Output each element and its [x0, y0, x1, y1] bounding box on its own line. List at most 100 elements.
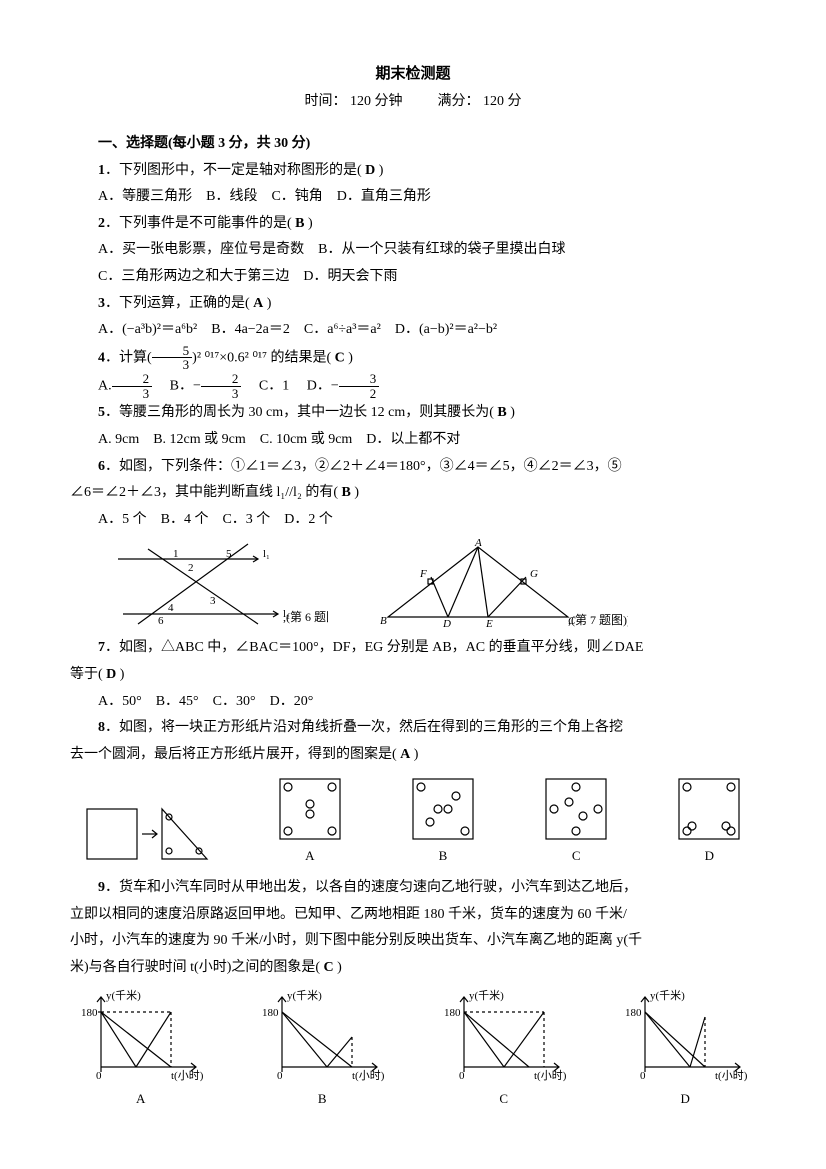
q9-ymax-d: 180 — [625, 1007, 642, 1019]
q4-optD: D．− — [307, 378, 339, 393]
q9-optD-figure: y(千米) 180 0 t(小时) D — [620, 987, 750, 1112]
q9-line2: 立即以相同的速度沿原路返回甲地。已知甲、乙两地相距 180 千米，货车的速度为 … — [70, 902, 756, 929]
question-3: 3．下列运算，正确的是( A ) — [70, 291, 756, 318]
q6-options: A．5 个 B．4 个 C．3 个 D．2 个 — [70, 507, 756, 534]
q8-answer: A — [400, 747, 410, 762]
q8-optC-label: C — [572, 844, 581, 869]
q8-line2: 去一个圆洞，最后将正方形纸片展开，得到的图案是( — [70, 747, 397, 762]
q9-y0-c: 0 — [459, 1070, 465, 1082]
question-9: 9．货车和小汽车同时从甲地出发，以各自的速度匀速向乙地行驶，小汽车到达乙地后， — [70, 875, 756, 902]
q8-optD-figure: D — [674, 774, 744, 869]
page-subtitle: 时间： 120 分钟 满分： 120 分 — [70, 89, 756, 116]
q7-num: 7 — [98, 640, 105, 655]
section-heading: 一、选择题(每小题 3 分，共 30 分) — [70, 131, 756, 158]
q8-fold-figure — [82, 799, 212, 869]
q4-fracA-num: 2 — [112, 372, 153, 387]
q6-l1-label: l₁ — [263, 548, 270, 560]
q9-figures: y(千米) 180 0 t(小时) A y(千米) 180 0 t(小时) B — [70, 987, 756, 1112]
q5-answer: B — [497, 405, 506, 420]
q1-num: 1 — [98, 163, 105, 178]
q6-svg: l₁ l₂ 1 2 3 4 5 6 ,(第 6 题图)) — [98, 539, 328, 629]
q8-optA-figure: A — [275, 774, 345, 869]
time-value: 120 分钟 — [350, 94, 403, 109]
q8-line2-wrap: 去一个圆洞，最后将正方形纸片展开，得到的图案是( A ) — [70, 742, 756, 769]
q6-num: 6 — [98, 459, 105, 474]
q8-optB-figure: B — [408, 774, 478, 869]
q9-ylabel-b: y(千米) — [287, 989, 322, 1002]
q7-E: E — [485, 618, 493, 629]
q2-options-a: A．买一张电影票，座位号是奇数 B．从一个只装有红球的袋子里摸出白球 — [70, 237, 756, 264]
q9-optA-figure: y(千米) 180 0 t(小时) A — [76, 987, 206, 1112]
q5-num: 5 — [98, 405, 105, 420]
q7-figure: A B C D E F G ,(第 7 题图)) — [368, 539, 628, 629]
q4-frac1-num: 5 — [152, 344, 193, 359]
q9-y0-a: 0 — [96, 1070, 102, 1082]
q4-mid: )² ⁰¹⁷×0.6² ⁰¹⁷ 的结果是( — [192, 350, 331, 365]
q6-fig-caption: ,(第 6 题图)) — [283, 610, 328, 624]
q6-n3: 3 — [210, 595, 216, 607]
q9-line4-wrap: 米)与各自行驶时间 t(小时)之间的图象是( C ) — [70, 955, 756, 982]
question-8: 8．如图，将一块正方形纸片沿对角线折叠一次，然后在得到的三角形的三个角上各挖 — [70, 715, 756, 742]
q4-fracB-den: 3 — [201, 387, 242, 401]
q6-n5: 5 — [226, 548, 232, 560]
q4-fracA-den: 3 — [112, 387, 153, 401]
q5-options: A. 9cm B. 12cm 或 9cm C. 10cm 或 9cm D．以上都… — [70, 427, 756, 454]
q2-options-b: C．三角形两边之和大于第三边 D．明天会下雨 — [70, 264, 756, 291]
q4-fracB: 23 — [201, 372, 242, 400]
q4-optC: C．1 — [259, 378, 289, 393]
q6-n2: 2 — [188, 562, 194, 574]
q9-tail: ) — [337, 960, 342, 975]
q1-tail: ) — [379, 163, 384, 178]
q9-line1: ．货车和小汽车同时从甲地出发，以各自的速度匀速向乙地行驶，小汽车到达乙地后， — [105, 880, 637, 895]
q7-svg: A B C D E F G ,(第 7 题图)) — [368, 539, 628, 629]
q6-n4: 4 — [168, 602, 174, 614]
q6-line1: ．如图，下列条件：①∠1＝∠3，②∠2＋∠4＝180°，③∠4＝∠5，④∠2＝∠… — [105, 459, 622, 474]
q8-num: 8 — [98, 720, 105, 735]
q9-ymax-b: 180 — [262, 1007, 279, 1019]
q1-text: ．下列图形中，不一定是轴对称图形的是( — [105, 163, 362, 178]
question-7: 7．如图，△ABC 中，∠BAC＝100°，DF，EG 分别是 AB，AC 的垂… — [70, 635, 756, 662]
q3-text: ．下列运算，正确的是( — [105, 296, 250, 311]
q2-tail: ) — [308, 216, 313, 231]
q6-tail: ) — [354, 485, 359, 500]
q6-line2: ∠6＝∠2＋∠3，其中能判断直线 l₁//l₂ 的有( B ) — [70, 480, 756, 507]
q9-xlabel-c: t(小时) — [534, 1069, 567, 1082]
q8-optB-label: B — [439, 844, 448, 869]
q4-fracD: 32 — [339, 372, 380, 400]
q9-line3: 小时，小汽车的速度为 90 千米/小时，则下图中能分别反映出货车、小汽车离乙地的… — [70, 928, 756, 955]
q4-optA: A. — [98, 378, 112, 393]
q7-G: G — [530, 568, 538, 580]
q4-tail: ) — [348, 350, 353, 365]
question-6: 6．如图，下列条件：①∠1＝∠3，②∠2＋∠4＝180°，③∠4＝∠5，④∠2＝… — [70, 454, 756, 481]
q9-ymax-c: 180 — [444, 1007, 461, 1019]
q8-figures: A B C D — [70, 774, 756, 869]
q7-A: A — [474, 539, 482, 549]
q8-optC-figure: C — [541, 774, 611, 869]
q9-optC-figure: y(千米) 180 0 t(小时) C — [439, 987, 569, 1112]
q9-xlabel-d: t(小时) — [715, 1069, 748, 1082]
full-label: 满分： — [438, 94, 480, 109]
q7-answer: D — [106, 667, 116, 682]
q4-frac1-den: 3 — [152, 358, 193, 372]
q4-fracD-den: 2 — [339, 387, 380, 401]
q9-optB-figure: y(千米) 180 0 t(小时) B — [257, 987, 387, 1112]
q7-fig-caption: ,(第 7 题图)) — [568, 613, 628, 627]
question-1: 1．下列图形中，不一定是轴对称图形的是( D ) — [70, 158, 756, 185]
q9-xlabel-a: t(小时) — [171, 1069, 204, 1082]
q6-n1: 1 — [173, 548, 179, 560]
q2-text: ．下列事件是不可能事件的是( — [105, 216, 292, 231]
q4-fracB-num: 2 — [201, 372, 242, 387]
question-4: 4．计算(53)² ⁰¹⁷×0.6² ⁰¹⁷ 的结果是( C ) — [70, 344, 756, 372]
q7-D: D — [442, 618, 451, 629]
q4-frac1: 53 — [152, 344, 193, 372]
q6-q7-figures: l₁ l₂ 1 2 3 4 5 6 ,(第 6 题图)) — [98, 539, 756, 629]
q9-num: 9 — [98, 880, 105, 895]
full-value: 120 分 — [483, 94, 522, 109]
q4-num: 4 — [98, 350, 105, 365]
q7-tail: ) — [120, 667, 125, 682]
q4-answer: C — [335, 350, 345, 365]
q9-line4: 米)与各自行驶时间 t(小时)之间的图象是( — [70, 960, 320, 975]
q4-fracD-num: 3 — [339, 372, 380, 387]
q7-text: ．如图，△ABC 中，∠BAC＝100°，DF，EG 分别是 AB，AC 的垂直… — [105, 640, 643, 655]
q9-ymax-a: 180 — [81, 1007, 98, 1019]
